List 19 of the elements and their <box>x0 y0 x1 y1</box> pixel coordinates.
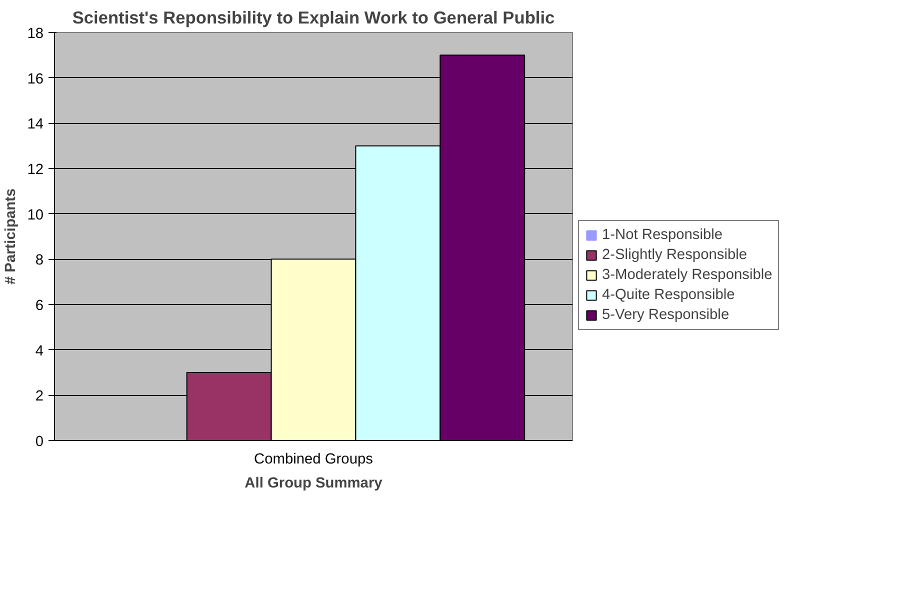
y-tick-label: 4 <box>35 343 44 360</box>
y-tick-label: 16 <box>27 71 44 88</box>
y-axis-title: # Participants <box>3 188 20 285</box>
y-tick-label: 10 <box>27 207 44 224</box>
y-tick-label: 0 <box>35 434 44 450</box>
legend-label: 5-Very Responsible <box>602 307 730 323</box>
legend-label: 1-Not Responsible <box>602 227 723 243</box>
chart-title: Scientist's Reponsibility to Explain Work to General Public <box>72 8 556 28</box>
y-tick-label: 6 <box>35 298 44 314</box>
legend-label: 3-Moderately Responsible <box>602 267 772 283</box>
y-tick-label: 8 <box>35 252 44 269</box>
x-tick-label: Combined Groups <box>254 452 373 468</box>
x-axis-title: All Group Summary <box>244 476 384 492</box>
legend-label: 2-Slightly Responsible <box>602 247 748 263</box>
y-tick-label: 14 <box>27 116 44 133</box>
y-tick-label: 2 <box>35 388 44 405</box>
legend-label: 4-Quite Responsible <box>602 287 735 303</box>
y-tick-label: 12 <box>27 162 44 178</box>
y-tick-label: 18 <box>27 26 44 42</box>
